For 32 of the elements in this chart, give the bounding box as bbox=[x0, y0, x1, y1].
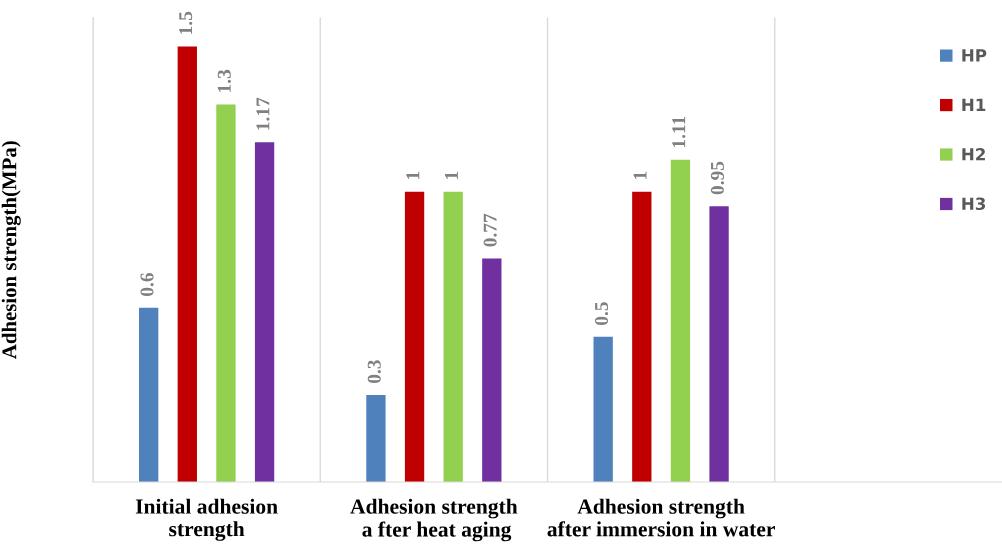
legend-label: HP bbox=[962, 49, 987, 62]
bar bbox=[139, 307, 159, 482]
bar bbox=[216, 104, 236, 482]
data-label: 1.11 bbox=[672, 116, 686, 148]
legend-label: H3 bbox=[962, 197, 986, 211]
data-label: 1 bbox=[445, 171, 458, 180]
x-tick-label: Initial adhesion strength bbox=[135, 498, 278, 541]
data-label: 1.17 bbox=[256, 97, 270, 130]
bar bbox=[709, 206, 729, 482]
bar bbox=[632, 191, 652, 482]
data-label: 1 bbox=[406, 171, 420, 180]
bar bbox=[404, 191, 425, 482]
data-label: 0.6 bbox=[140, 272, 154, 296]
bar bbox=[254, 142, 275, 482]
y-axis-title: Adhesion strength(MPa) bbox=[1, 141, 21, 360]
data-label: 0.5 bbox=[594, 302, 609, 325]
legend-label: H1 bbox=[962, 98, 986, 111]
data-label: 1.5 bbox=[179, 11, 193, 34]
bar bbox=[366, 394, 386, 482]
data-label: 0.3 bbox=[367, 360, 381, 384]
bar bbox=[443, 191, 463, 482]
data-label: 1.3 bbox=[217, 69, 231, 92]
bar bbox=[177, 46, 197, 482]
data-label: 0.77 bbox=[483, 213, 497, 247]
bar bbox=[593, 336, 613, 482]
bar bbox=[670, 159, 691, 482]
bar bbox=[482, 258, 502, 482]
x-tick-label: Adhesion strength a fter heat aging bbox=[350, 498, 518, 542]
legend-label: H2 bbox=[962, 147, 985, 161]
data-label: 1 bbox=[633, 171, 647, 180]
data-label: 0.95 bbox=[710, 161, 725, 195]
x-tick-label: Adhesion strength after immersion in water bbox=[547, 498, 775, 537]
